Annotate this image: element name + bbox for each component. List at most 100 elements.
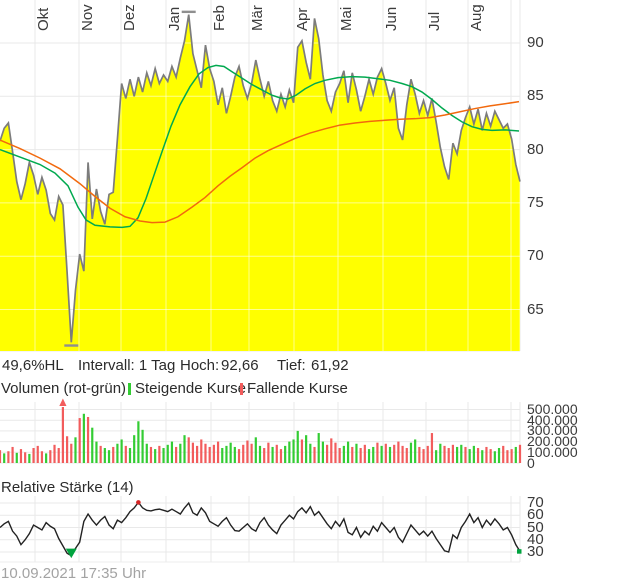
volume-bar bbox=[36, 445, 39, 463]
volume-bar bbox=[422, 449, 425, 463]
month-label: Jan bbox=[166, 6, 183, 31]
volume-bar bbox=[472, 445, 475, 463]
volume-bar bbox=[321, 441, 325, 463]
volume-bar bbox=[271, 446, 274, 463]
volume-bar bbox=[166, 444, 169, 463]
volume-bar bbox=[28, 453, 31, 463]
timestamp: 10.09.2021 17:35 Uhr bbox=[1, 565, 147, 582]
volume-bar bbox=[170, 441, 174, 463]
volume-bar bbox=[346, 441, 350, 463]
volume-bar bbox=[19, 449, 23, 463]
volume-bar bbox=[65, 436, 69, 463]
low-tick-icon bbox=[64, 344, 79, 347]
rsi-oversold-triangle-icon bbox=[65, 548, 77, 559]
axis-tick-label: 90 bbox=[527, 34, 544, 51]
volume-bar bbox=[359, 448, 362, 463]
volume-bar bbox=[493, 451, 496, 463]
axis-tick-label: 70 bbox=[527, 247, 544, 265]
volume-bar bbox=[61, 407, 65, 463]
month-label: Mär bbox=[249, 5, 266, 31]
volume-bar bbox=[313, 446, 316, 463]
volume-bar bbox=[162, 448, 165, 463]
volume-bar bbox=[296, 430, 299, 463]
ma-long-line bbox=[0, 100, 520, 224]
volume-bar bbox=[380, 445, 383, 463]
volume-bar bbox=[149, 446, 153, 463]
volume-bar bbox=[367, 449, 371, 463]
volume-bar bbox=[40, 451, 44, 463]
volume-bar bbox=[393, 444, 396, 463]
volume-bar bbox=[120, 439, 123, 463]
axis-tick-label: 50 bbox=[527, 518, 544, 536]
volume-bar bbox=[334, 442, 337, 463]
volume-bar bbox=[208, 446, 211, 463]
volume-bar bbox=[292, 439, 295, 463]
volume-bar bbox=[485, 446, 488, 463]
volume-bar bbox=[284, 445, 287, 463]
volume-bar bbox=[506, 450, 509, 463]
volume-bar bbox=[355, 443, 358, 463]
volume-bar bbox=[468, 449, 471, 463]
volume-bar bbox=[53, 444, 56, 463]
rsi-line bbox=[0, 501, 521, 557]
volume-bar bbox=[430, 433, 434, 463]
volume-bar bbox=[476, 448, 480, 463]
volume-bar bbox=[141, 429, 144, 463]
month-label: Jun bbox=[383, 6, 400, 31]
volume-bar bbox=[363, 444, 366, 463]
volume-bar bbox=[11, 446, 14, 463]
volume-bar bbox=[233, 446, 236, 463]
axis-tick-label: 30 bbox=[527, 543, 544, 560]
volume-bar bbox=[112, 446, 115, 463]
axis-tick-label: 60 bbox=[527, 506, 544, 524]
volume-bar bbox=[481, 450, 484, 463]
axis-tick-label: 70 bbox=[527, 494, 544, 511]
month-label: Okt bbox=[35, 7, 52, 31]
volume-bar bbox=[258, 445, 262, 463]
volume-bar bbox=[82, 413, 85, 463]
volume-bar bbox=[70, 443, 73, 463]
interval-value: Intervall: 1 Tag bbox=[78, 357, 176, 374]
volume-bar bbox=[7, 451, 10, 463]
volume-bar bbox=[376, 442, 379, 463]
volume-bar bbox=[447, 448, 450, 463]
volume-bar bbox=[91, 427, 94, 463]
volume-bar bbox=[45, 453, 48, 463]
high-value: 92,66 bbox=[221, 357, 259, 374]
volume-title: Volumen (rot-grün) bbox=[1, 380, 127, 397]
axis-tick-label: 80 bbox=[527, 140, 544, 158]
volume-bar bbox=[489, 449, 492, 463]
month-label: Mai bbox=[338, 6, 355, 31]
high-label: Hoch: bbox=[180, 357, 220, 374]
volume-bar bbox=[342, 445, 345, 463]
volume-bar bbox=[435, 450, 438, 463]
volume-bars bbox=[0, 398, 522, 463]
low-value: 61,92 bbox=[311, 357, 349, 374]
volume-bar bbox=[103, 448, 106, 463]
volume-bar bbox=[57, 448, 60, 463]
volume-bar bbox=[300, 439, 304, 463]
volume-bar bbox=[145, 443, 148, 463]
volume-bar bbox=[325, 444, 329, 463]
volume-bar bbox=[99, 445, 102, 463]
volume-bar bbox=[183, 435, 186, 463]
volume-bar bbox=[263, 448, 266, 463]
volume-bar bbox=[74, 437, 77, 463]
volume-bar bbox=[216, 441, 220, 463]
high-tick-icon bbox=[181, 10, 196, 14]
volume-bar bbox=[372, 446, 375, 463]
volume-bar bbox=[137, 421, 140, 463]
month-label: Apr bbox=[294, 7, 311, 31]
volume-bar bbox=[175, 446, 178, 463]
volume-bar bbox=[242, 444, 245, 463]
volume-bar bbox=[221, 448, 224, 463]
volume-bar bbox=[397, 441, 400, 463]
ma-short-line bbox=[0, 64, 520, 229]
volume-bar bbox=[510, 449, 513, 463]
falling-volume-label: Fallende Kurse bbox=[247, 380, 348, 397]
rsi-title: Relative Stärke (14) bbox=[1, 479, 134, 496]
volume-bar bbox=[107, 450, 111, 463]
volume-bar bbox=[237, 449, 241, 463]
